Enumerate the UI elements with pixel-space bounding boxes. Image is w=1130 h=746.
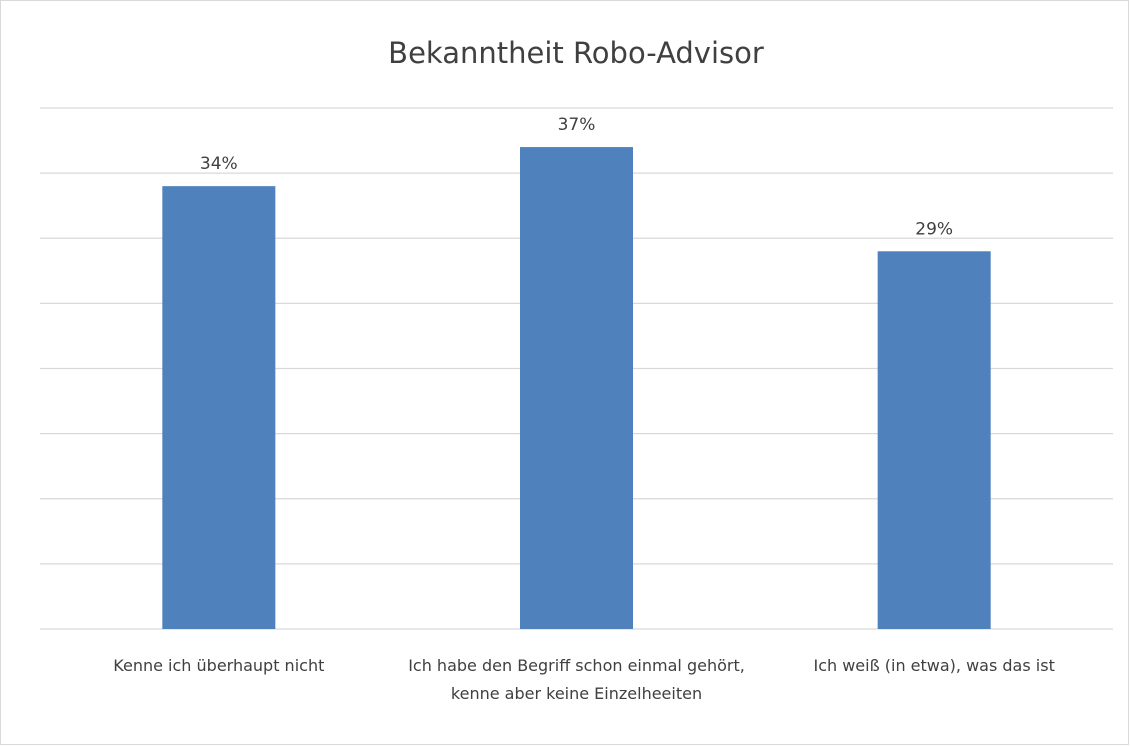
bar — [877, 251, 991, 629]
bar — [519, 147, 634, 629]
data-label: 37% — [558, 115, 596, 135]
data-label: 29% — [915, 219, 953, 239]
x-tick-label: Ich weiß (in etwa), was das ist — [813, 656, 1055, 675]
x-tick-label: Kenne ich überhaupt nicht — [113, 656, 325, 675]
x-tick-label: Ich habe den Begriff schon einmal gehört… — [408, 656, 745, 703]
bar — [162, 186, 276, 629]
chart-title: Bekanntheit Robo-Advisor — [388, 36, 764, 70]
data-label: 34% — [200, 154, 238, 174]
